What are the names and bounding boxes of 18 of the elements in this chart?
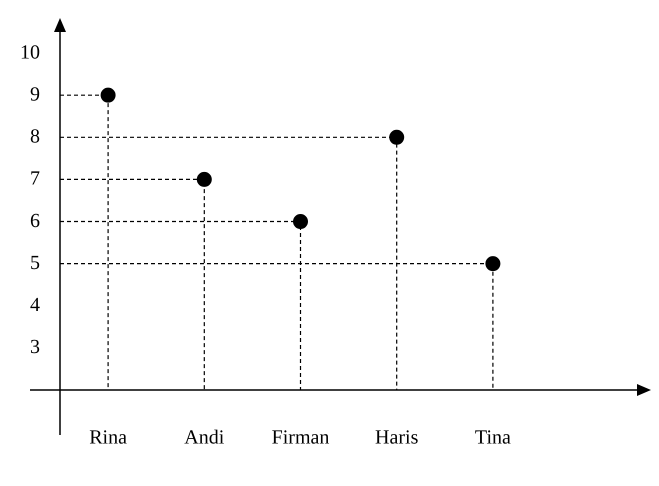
y-tick-label: 10 <box>20 41 40 64</box>
x-tick-label: Tina <box>474 426 511 448</box>
point <box>293 214 308 230</box>
x-tick-label: Haris <box>375 426 419 448</box>
point <box>485 256 500 272</box>
point <box>100 88 116 103</box>
y-tick-label: 8 <box>30 126 40 148</box>
point <box>196 172 212 187</box>
y-tick-label: 3 <box>30 336 40 358</box>
x-tick-label: Andi <box>184 426 225 448</box>
y-tick-label: 9 <box>30 83 40 106</box>
y-tick-label: 4 <box>30 294 40 316</box>
y-tick-label: 6 <box>30 210 40 232</box>
x-tick-label: Firman <box>272 426 330 448</box>
y-tick-label: 7 <box>30 168 40 190</box>
x-tick-label: Rina <box>89 426 128 448</box>
point <box>389 130 404 145</box>
y-tick-label: 5 <box>30 252 40 274</box>
